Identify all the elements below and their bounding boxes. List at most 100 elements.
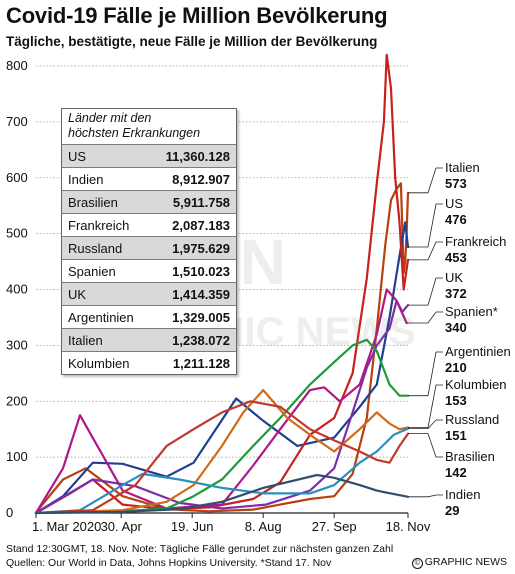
label-connector [408, 241, 443, 261]
label-connector [408, 351, 443, 397]
table-row: Italien 1,238.072 [62, 328, 236, 351]
label-connector [408, 433, 443, 458]
y-tick-label: 200 [6, 393, 28, 408]
series-line [34, 53, 410, 515]
table-row: Brasilien 5,911.758 [62, 190, 236, 213]
series-label: Italien 573 [445, 160, 480, 192]
series-label-name: Frankreich [445, 234, 507, 249]
label-connector [408, 494, 443, 498]
series-line [34, 473, 410, 515]
x-tick-label: 1. Mar 2020 [32, 519, 101, 534]
series-label-name: Brasilien [445, 449, 495, 464]
series-label-value: 340 [445, 320, 467, 335]
table-value: 1,238.072 [172, 332, 230, 348]
table-row: Indien 8,912.907 [62, 167, 236, 190]
series-label: Frankreich 453 [445, 234, 506, 266]
series-label-name: Russland [445, 412, 500, 427]
copyright-icon: © [411, 558, 423, 569]
x-tick-label: 27. Sep [312, 519, 357, 534]
label-connector [408, 419, 443, 430]
table-country: Spanien [68, 263, 116, 279]
table-row: Frankreich 2,087.183 [62, 213, 236, 236]
series-label-value: 151 [445, 428, 467, 443]
table-value: 1,975.629 [172, 240, 230, 256]
table-country: Russland [68, 240, 123, 256]
table-country: Kolumbien [68, 355, 130, 371]
series-label-value: 210 [445, 360, 467, 375]
table-country: Frankreich [68, 217, 130, 233]
series-label-value: 142 [445, 465, 467, 480]
series-line [34, 427, 410, 515]
table-value: 1,211.128 [172, 355, 230, 371]
credit: © GRAPHIC NEWS [411, 556, 507, 569]
label-connector [408, 384, 443, 428]
label-connector [408, 167, 443, 194]
table-row: UK 1,414.359 [62, 282, 236, 305]
table-row: Spanien 1,510.023 [62, 259, 236, 282]
table-country: US [68, 148, 87, 164]
series-label: Russland 151 [445, 412, 499, 444]
table-country: Italien [68, 332, 103, 348]
table-title: Länder mit den höchsten Erkrankungen [68, 111, 201, 140]
label-connector [408, 203, 443, 248]
series-label-name: Kolumbien [445, 377, 507, 392]
series-lines [34, 53, 410, 515]
table-value: 8,912.907 [172, 171, 230, 187]
series-label-value: 476 [445, 212, 467, 227]
table-value: 2,087.183 [172, 217, 230, 233]
y-tick-label: 0 [6, 505, 13, 520]
table-value: 5,911.758 [172, 194, 230, 210]
series-line [34, 338, 410, 515]
table-value: 1,510.023 [172, 263, 230, 279]
table-country: Brasilien [68, 194, 118, 210]
x-tick-label: 8. Aug [245, 519, 282, 534]
series-line [34, 389, 410, 515]
x-tick-label: 18. Nov [386, 519, 431, 534]
series-label-name: UK [445, 270, 464, 285]
series-label-name: Italien [445, 160, 480, 175]
y-tick-label: 300 [6, 337, 28, 352]
table-row: Kolumbien 1,211.128 [62, 351, 236, 374]
series-label-name: Spanien* [445, 304, 498, 319]
series-line [34, 299, 410, 515]
series-label: US 476 [445, 196, 467, 228]
series-label-value: 573 [445, 176, 467, 191]
axes: 0 100 200 300 400 500 600 700 800 1. Mar 2020 30. … [6, 58, 431, 534]
series-label: Spanien* 340 [445, 304, 498, 336]
series-label-value: 372 [445, 286, 467, 301]
series-label-name: Indien [445, 487, 481, 502]
table-row: Russland 1,975.629 [62, 236, 236, 259]
series-label-value: 29 [445, 503, 460, 518]
series-label: Indien 29 [445, 487, 480, 519]
series-line [34, 400, 410, 515]
series-label: UK 372 [445, 270, 467, 302]
table-value: 1,329.005 [172, 309, 230, 325]
y-tick-label: 600 [6, 170, 28, 185]
chart-title: Covid-19 Fälle je Million Bevölkerung [6, 3, 388, 28]
series-label-value: 153 [445, 393, 467, 408]
table-row: US 11,360.128 [62, 144, 236, 167]
series-label-value: 453 [445, 250, 467, 265]
x-tick-label: 19. Jun [171, 519, 214, 534]
table-country: Argentinien [68, 309, 134, 325]
table-row: Argentinien 1,329.005 [62, 305, 236, 328]
y-tick-label: 100 [6, 449, 28, 464]
y-tick-label: 800 [6, 58, 28, 73]
series-label: Argentinien 210 [445, 344, 511, 376]
chart-subtitle: Tägliche, bestätigte, neue Fälle je Mill… [6, 34, 378, 49]
y-tick-label: 400 [6, 282, 28, 297]
series-label: Brasilien 142 [445, 449, 495, 481]
x-tick-label: 30. Apr [101, 519, 143, 534]
series-label: Kolumbien 153 [445, 377, 506, 409]
table-value: 11,360.128 [165, 148, 230, 164]
label-connectors [406, 167, 443, 498]
footer-sources: Quellen: Our World in Data, Johns Hopkin… [6, 557, 332, 569]
footer-note: Stand 12:30GMT, 18. Nov. Note: Tägliche … [6, 543, 394, 555]
y-tick-label: 700 [6, 114, 28, 129]
series-label-name: Argentinien [445, 344, 511, 359]
label-connector [408, 277, 443, 306]
series-label-name: US [445, 196, 464, 211]
table-country: UK [68, 286, 87, 302]
y-tick-label: 500 [6, 226, 28, 241]
